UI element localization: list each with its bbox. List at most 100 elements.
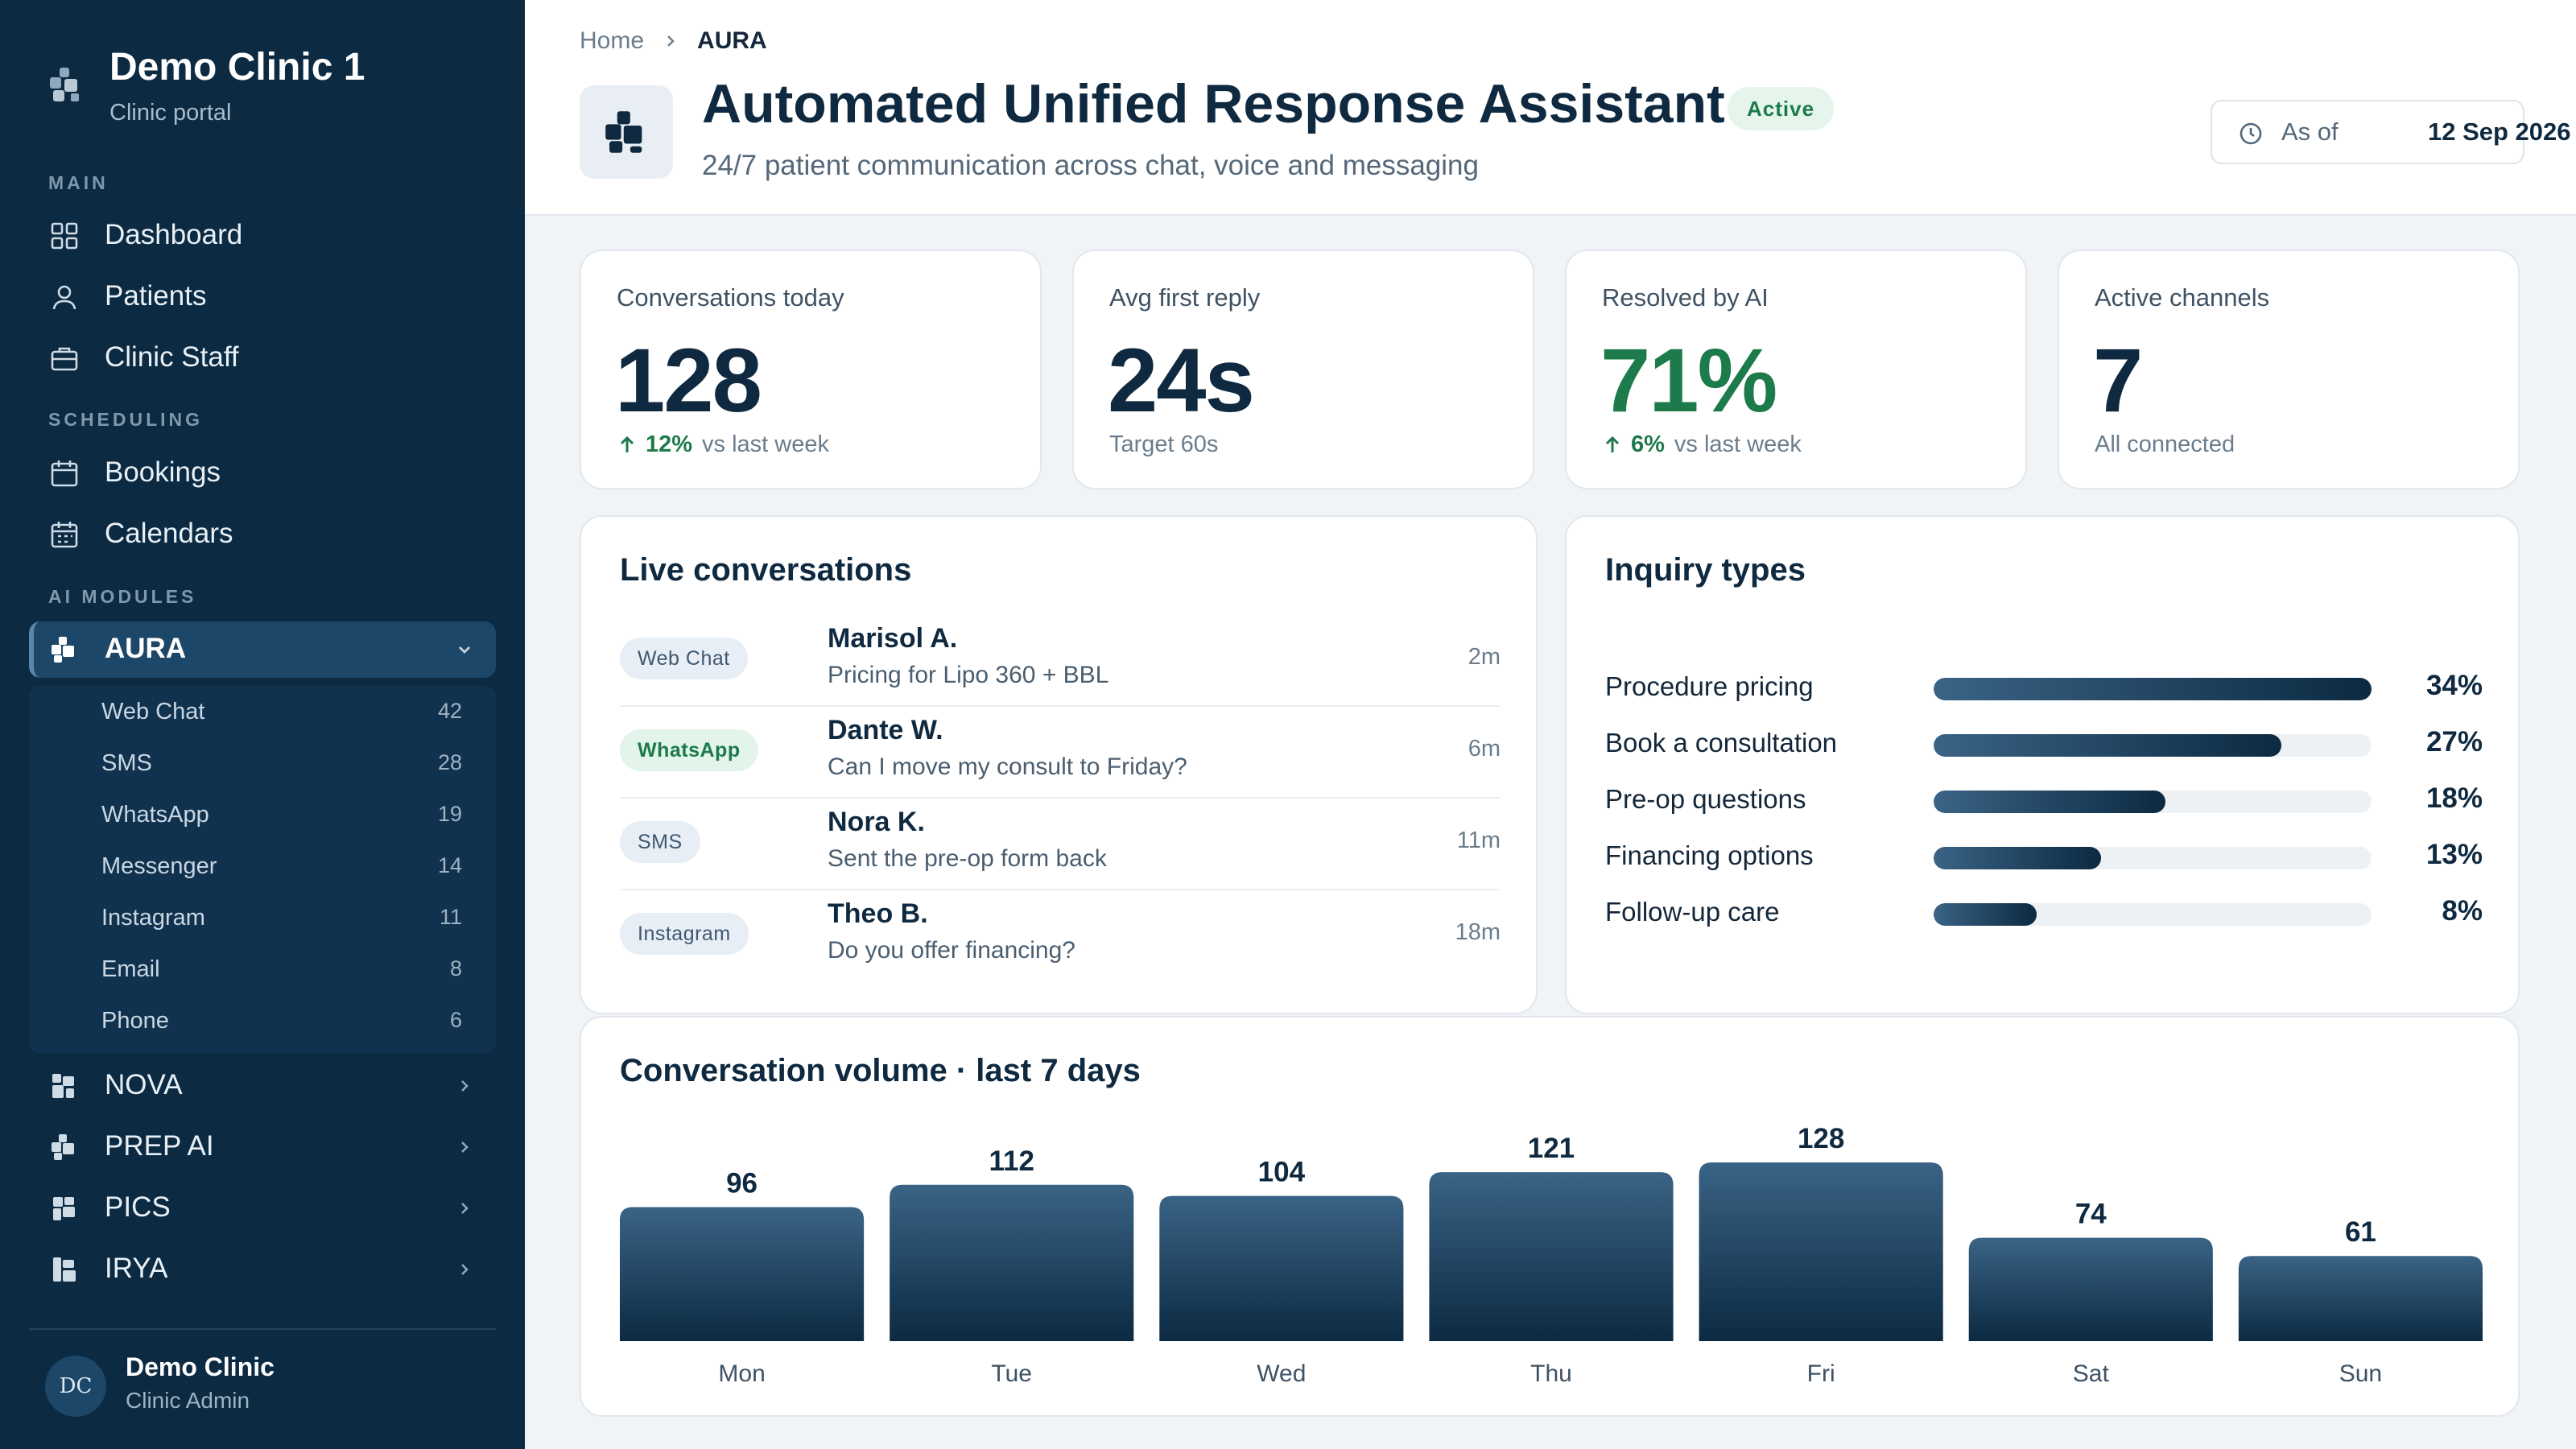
- bar-thu[interactable]: [1429, 1172, 1674, 1341]
- puzzle-icon: [53, 1197, 75, 1220]
- inquiry-row: Pre-op questions 18%: [1605, 778, 2483, 823]
- clinic-name: Demo Clinic 1: [109, 46, 365, 89]
- bar-sat[interactable]: [1968, 1237, 2213, 1341]
- bar-mon[interactable]: [620, 1207, 865, 1342]
- sidebar-item-aura[interactable]: AURA: [29, 621, 496, 678]
- sidebar-item-label: AURA: [105, 633, 187, 664]
- submenu-item-label: Web Chat: [101, 699, 205, 724]
- conversation-message: Do you offer financing?: [828, 937, 1075, 964]
- sidebar-divider: [29, 1328, 496, 1330]
- kpi-card-conversations: Conversations today 128 12% vs last week: [580, 250, 1042, 489]
- user-profile[interactable]: DC Demo Clinic Clinic Admin: [29, 1344, 496, 1433]
- submenu-item-label: WhatsApp: [101, 802, 209, 828]
- sidebar-item-label: NOVA: [105, 1069, 183, 1100]
- submenu-item-count: 19: [437, 802, 462, 826]
- section-label-scheduling: SCHEDULING: [48, 409, 204, 430]
- card-title: Inquiry types: [1605, 552, 1806, 588]
- sidebar-item-nova[interactable]: NOVA: [29, 1058, 496, 1114]
- submenu-item-count: 8: [449, 956, 462, 980]
- inquiry-bar-track: [1934, 791, 2372, 813]
- submenu-item-count: 28: [437, 750, 462, 774]
- arrow-up-icon: [1605, 436, 1620, 452]
- live-conversations-card: Live conversations Web Chat Marisol A. P…: [580, 515, 1538, 1014]
- conversation-time: 2m: [1468, 644, 1501, 670]
- bar-wed[interactable]: [1159, 1195, 1404, 1341]
- kpi-label: Resolved by AI: [1602, 283, 1769, 312]
- bar-value-label: 74: [2075, 1199, 2107, 1230]
- puzzle-icon: [52, 637, 74, 663]
- sidebar-item-bookings[interactable]: Bookings: [29, 445, 496, 502]
- as-of-date: 12 Sep 2026: [2428, 118, 2571, 146]
- kpi-label: Active channels: [2095, 283, 2270, 312]
- user-name: Demo Clinic: [126, 1352, 275, 1381]
- inquiry-row: Follow-up care 8%: [1605, 890, 2483, 935]
- chevron-right-icon: [461, 1264, 469, 1275]
- sidebar-item-clinic-staff[interactable]: Clinic Staff: [29, 330, 496, 386]
- conversation-time: 18m: [1455, 919, 1501, 945]
- page-header: Home AURA Automated Unified Response Ass…: [525, 0, 2576, 216]
- as-of-date-selector[interactable]: As of 12 Sep 2026: [2211, 100, 2571, 164]
- sidebar-item-irya[interactable]: IRYA: [29, 1241, 496, 1298]
- sidebar-item-label: Dashboard: [105, 219, 243, 250]
- submenu-item-web-chat[interactable]: Web Chat 42: [29, 686, 496, 737]
- conversation-row[interactable]: Instagram Theo B. Do you offer financing…: [620, 890, 1501, 982]
- conversation-row[interactable]: SMS Nora K. Sent the pre-op form back 11…: [620, 799, 1501, 890]
- inquiry-percent: 34%: [2425, 670, 2483, 701]
- kpi-card-resolved: Resolved by AI 71% 6% vs last week: [1565, 250, 2027, 489]
- chevron-right-icon: [667, 35, 675, 47]
- bar-fri[interactable]: [1699, 1162, 1943, 1341]
- kpi-footer: Target 60s: [1109, 431, 1218, 458]
- puzzle-logo-icon: [50, 68, 79, 101]
- conversation-row[interactable]: Web Chat Marisol A. Pricing for Lipo 360…: [620, 615, 1501, 707]
- status-badge: Active: [1728, 87, 1835, 130]
- sidebar-item-pics[interactable]: PICS: [29, 1180, 496, 1236]
- breadcrumb-current: AURA: [697, 27, 767, 54]
- inquiry-row: Financing options 13%: [1605, 834, 2483, 879]
- chevron-right-icon: [461, 1203, 469, 1214]
- sidebar-item-label: Bookings: [105, 456, 221, 488]
- bar-sun[interactable]: [2238, 1256, 2483, 1341]
- inquiry-row: Procedure pricing 34%: [1605, 665, 2483, 710]
- bar-tue[interactable]: [890, 1184, 1134, 1341]
- puzzle-icon: [605, 111, 642, 153]
- avatar[interactable]: DC: [45, 1356, 106, 1417]
- submenu-item-count: 6: [449, 1008, 462, 1032]
- submenu-item-sms[interactable]: SMS 28: [29, 737, 496, 789]
- inquiry-bar: [1934, 903, 2037, 926]
- chevron-right-icon: [461, 1080, 469, 1092]
- sidebar-item-patients[interactable]: Patients: [29, 269, 496, 325]
- conversation-time: 6m: [1468, 736, 1501, 762]
- submenu-item-messenger[interactable]: Messenger 14: [29, 840, 496, 892]
- conversation-row[interactable]: WhatsApp Dante W. Can I move my consult …: [620, 707, 1501, 799]
- submenu-item-instagram[interactable]: Instagram 11: [29, 892, 496, 943]
- bar-value-label: 112: [989, 1146, 1034, 1177]
- channel-badge: Web Chat: [620, 638, 748, 679]
- kpi-card-first-reply: Avg first reply 24s Target 60s: [1072, 250, 1534, 489]
- bar-value-label: 104: [1258, 1157, 1306, 1188]
- conversation-time: 11m: [1456, 828, 1501, 853]
- sidebar-item-dashboard[interactable]: Dashboard: [29, 208, 496, 264]
- breadcrumb-home[interactable]: Home: [580, 27, 645, 54]
- inquiry-bar-track: [1934, 678, 2372, 700]
- bar-value-label: 128: [1798, 1123, 1844, 1154]
- bar-value-label: 121: [1528, 1133, 1575, 1164]
- x-tick-label: Thu: [1530, 1360, 1572, 1387]
- inquiry-label: Financing options: [1605, 840, 1814, 870]
- sidebar-item-prep-ai[interactable]: PREP AI: [29, 1119, 496, 1175]
- submenu-item-count: 11: [439, 905, 462, 929]
- submenu-item-phone[interactable]: Phone 6: [29, 995, 496, 1046]
- kpi-value: 71%: [1600, 330, 1777, 431]
- inquiry-bar: [1934, 678, 2372, 700]
- conversation-name: Nora K.: [828, 807, 925, 837]
- sidebar-item-calendars[interactable]: Calendars: [29, 506, 496, 563]
- chevron-down-icon[interactable]: [452, 638, 477, 662]
- puzzle-icon: [53, 1257, 76, 1282]
- x-tick-label: Wed: [1257, 1360, 1306, 1387]
- brand[interactable]: Demo Clinic 1 Clinic portal: [48, 42, 499, 130]
- submenu-item-email[interactable]: Email 8: [29, 943, 496, 995]
- puzzle-icon: [52, 1134, 74, 1160]
- submenu-item-whatsapp[interactable]: WhatsApp 19: [29, 789, 496, 840]
- page-title: Automated Unified Response Assistant: [702, 73, 1725, 134]
- kpi-delta: 12%: [646, 431, 693, 457]
- submenu-item-count: 14: [437, 853, 462, 877]
